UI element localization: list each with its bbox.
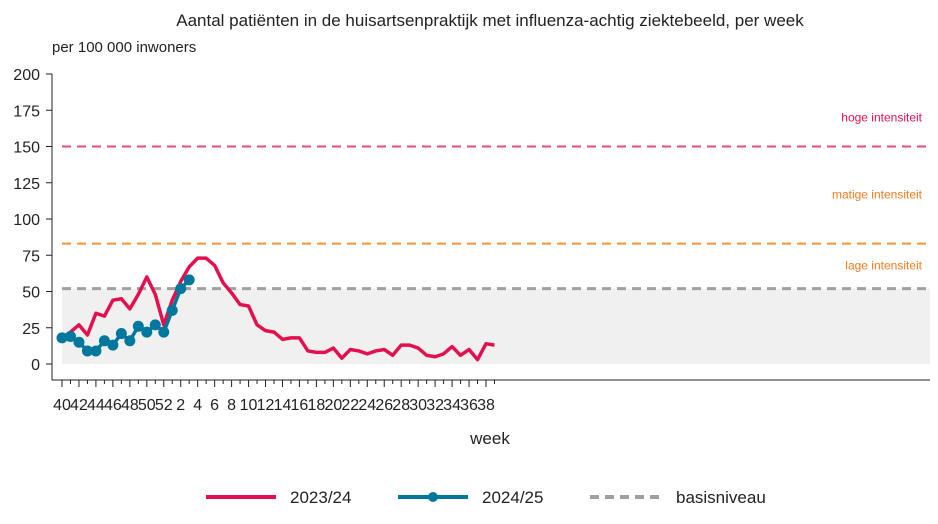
x-tick-label: 14	[274, 397, 292, 414]
legend-marker-2024-25	[428, 492, 438, 502]
series-2024-25-point	[115, 328, 127, 340]
x-tick-label: 36	[460, 397, 478, 414]
x-tick-label: 12	[257, 397, 275, 414]
series-2024-25-point	[98, 335, 110, 347]
series-2024-25-point	[64, 330, 76, 342]
band-label: lage intensiteit	[845, 258, 922, 272]
x-axis-title: week	[469, 429, 510, 448]
baseline-band	[62, 288, 930, 364]
series-2024-25-point	[183, 274, 195, 286]
x-tick-label: 48	[121, 397, 139, 414]
x-tick-label: 20	[324, 397, 342, 414]
y-tick-label: 125	[13, 176, 40, 193]
band-label: matige intensiteit	[832, 187, 923, 201]
series-2024-25-point	[73, 336, 85, 348]
x-tick-label: 4	[193, 397, 202, 414]
series-2024-25-point	[158, 326, 170, 338]
x-tick-label: 42	[70, 397, 88, 414]
series-2024-25-point	[107, 339, 119, 351]
x-tick-label: 8	[227, 397, 236, 414]
x-tick-label: 38	[477, 397, 495, 414]
x-tick-label: 24	[358, 397, 376, 414]
x-tick-label: 44	[87, 397, 105, 414]
x-tick-label: 6	[210, 397, 219, 414]
x-tick-label: 30	[409, 397, 427, 414]
series-2024-25-point	[149, 319, 161, 331]
x-tick-label: 32	[426, 397, 444, 414]
x-tick-label: 16	[291, 397, 309, 414]
y-tick-label: 25	[22, 321, 40, 338]
y-tick-label: 75	[22, 248, 40, 265]
chart-subtitle: per 100 000 inwoners	[52, 39, 196, 56]
x-tick-label: 10	[240, 397, 258, 414]
x-tick-label: 34	[443, 397, 461, 414]
x-tick-label: 52	[155, 397, 173, 414]
y-tick-label: 50	[22, 285, 40, 302]
series-2024-25-point	[132, 320, 144, 332]
y-tick-label: 200	[13, 67, 40, 84]
y-tick-label: 0	[31, 357, 40, 374]
series-2024-25-point	[141, 326, 153, 338]
x-tick-label: 46	[104, 397, 122, 414]
series-2024-25-point	[56, 332, 68, 344]
legend-label-2024-25: 2024/25	[482, 488, 543, 507]
series-2024-25-point	[166, 304, 178, 316]
series-2024-25-point	[124, 335, 136, 347]
x-tick-label: 18	[308, 397, 326, 414]
x-tick-label: 50	[138, 397, 156, 414]
x-tick-label: 28	[392, 397, 410, 414]
series-2023-24-line	[61, 256, 495, 362]
x-tick-label: 40	[53, 397, 71, 414]
series-2024-25-line	[61, 278, 191, 353]
y-tick-label: 150	[13, 140, 40, 157]
series-2024-25-point	[90, 345, 102, 357]
x-tick-label: 22	[341, 397, 359, 414]
series-2024-25-point	[175, 283, 187, 295]
legend-label-basisniveau: basisniveau	[676, 488, 766, 507]
y-tick-label: 175	[13, 103, 40, 120]
band-label: hoge intensiteit	[841, 111, 922, 125]
x-tick-label: 2	[176, 397, 185, 414]
x-tick-label: 26	[375, 397, 393, 414]
y-tick-label: 100	[13, 212, 40, 229]
legend: 2023/24 2024/25 basisniveau	[206, 488, 766, 507]
series-2024-25-point	[81, 345, 93, 357]
plot-area: hoge intensiteit matige intensiteit lage i…	[13, 67, 930, 414]
chart-title: Aantal patiënten in de huisartsenpraktij…	[176, 11, 804, 30]
legend-label-2023-24: 2023/24	[290, 488, 351, 507]
